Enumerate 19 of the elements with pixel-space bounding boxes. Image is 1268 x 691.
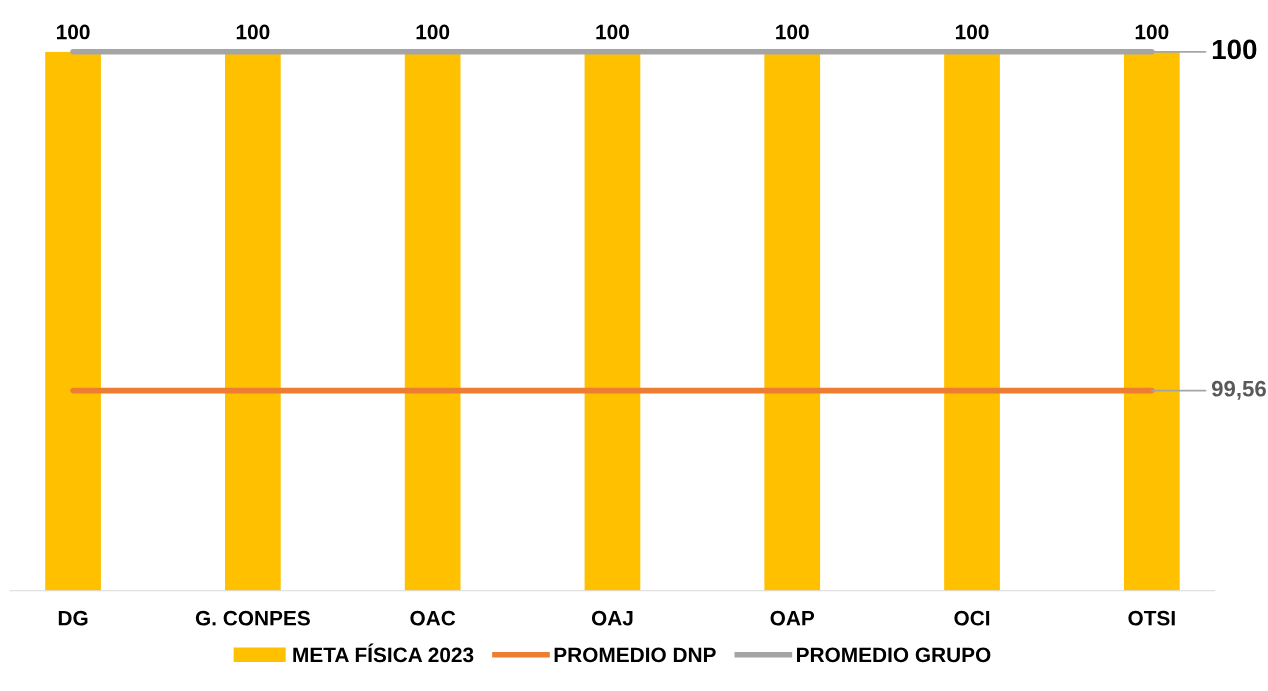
data-label: 100 [955, 24, 989, 40]
data-label: 100 [416, 24, 450, 40]
data-label: 100 [776, 24, 809, 40]
data-label: 99,56 [1211, 380, 1266, 400]
data-label: 100 [1135, 24, 1169, 40]
x-tick-label: OTSI [1128, 610, 1175, 626]
x-tick-label: OAC [410, 610, 456, 626]
x-tick-label: G. CONPES [195, 610, 310, 626]
data-label: 100 [596, 24, 629, 40]
legend-label: PROMEDIO DNP [554, 647, 716, 663]
data-label: 100 [1212, 39, 1257, 60]
legend-label: META FÍSICA 2023 [293, 643, 474, 663]
data-label: 100 [236, 24, 270, 40]
x-tick-label: DG [58, 610, 88, 626]
data-label: 100 [57, 24, 90, 40]
x-tick-label: OAJ [591, 610, 633, 626]
x-tick-label: OAP [770, 610, 815, 626]
x-tick-label: OCI [954, 610, 990, 626]
legend-label: PROMEDIO GRUPO [797, 647, 991, 663]
